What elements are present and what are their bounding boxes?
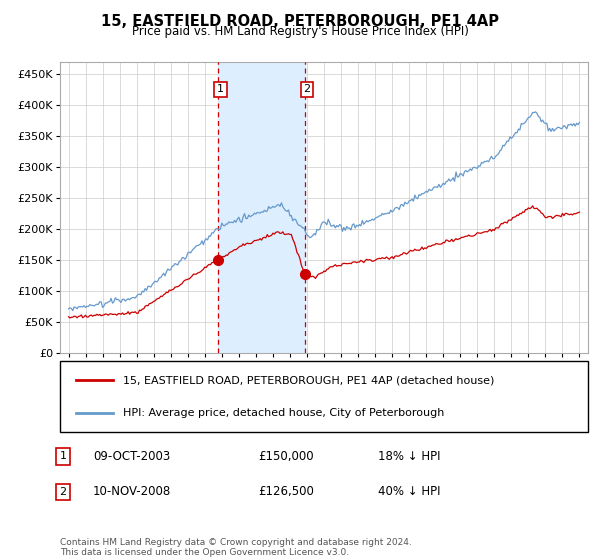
Text: Price paid vs. HM Land Registry's House Price Index (HPI): Price paid vs. HM Land Registry's House … [131, 25, 469, 38]
Text: 1: 1 [59, 451, 67, 461]
Text: 10-NOV-2008: 10-NOV-2008 [93, 485, 171, 498]
Text: 2: 2 [304, 85, 311, 95]
Text: HPI: Average price, detached house, City of Peterborough: HPI: Average price, detached house, City… [124, 408, 445, 418]
Text: 2: 2 [59, 487, 67, 497]
Text: 15, EASTFIELD ROAD, PETERBOROUGH, PE1 4AP: 15, EASTFIELD ROAD, PETERBOROUGH, PE1 4A… [101, 14, 499, 29]
Text: £126,500: £126,500 [258, 485, 314, 498]
Text: 40% ↓ HPI: 40% ↓ HPI [378, 485, 440, 498]
Text: £150,000: £150,000 [258, 450, 314, 463]
Bar [218, 62, 305, 353]
Text: 18% ↓ HPI: 18% ↓ HPI [378, 450, 440, 463]
Text: 1: 1 [217, 85, 224, 95]
Text: 09-OCT-2003: 09-OCT-2003 [93, 450, 170, 463]
Text: Contains HM Land Registry data © Crown copyright and database right 2024.
This d: Contains HM Land Registry data © Crown c… [60, 538, 412, 557]
FancyBboxPatch shape [60, 361, 588, 432]
Text: 15, EASTFIELD ROAD, PETERBOROUGH, PE1 4AP (detached house): 15, EASTFIELD ROAD, PETERBOROUGH, PE1 4A… [124, 375, 495, 385]
